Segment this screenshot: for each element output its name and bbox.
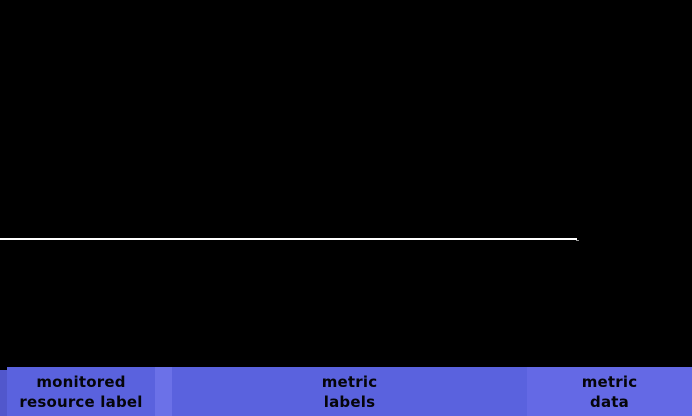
label-line-2: data	[590, 392, 629, 411]
label-monitored-resource: monitored resource label	[7, 367, 155, 416]
label-line-2: labels	[323, 392, 376, 411]
annotation-bar-gap	[155, 367, 172, 416]
horizontal-divider-line	[0, 238, 577, 240]
label-line-1: monitored	[36, 372, 126, 391]
label-line-1: metric	[321, 372, 378, 391]
label-line-1: metric	[581, 372, 638, 391]
label-metric-data: metric data	[527, 367, 692, 416]
divider-end-nub	[576, 240, 579, 241]
label-line-2: resource label	[19, 392, 143, 411]
label-metric-labels: metric labels	[172, 367, 527, 416]
annotation-bar: monitored resource label metric labels m…	[0, 367, 692, 416]
